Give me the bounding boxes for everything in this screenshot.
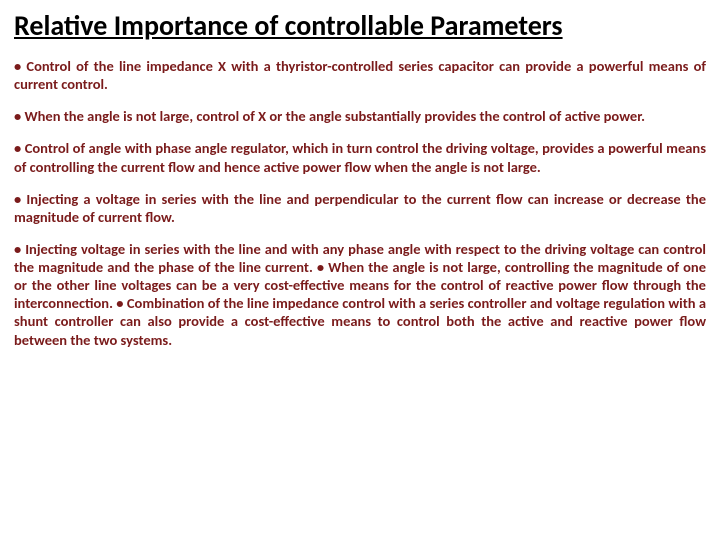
bullet-item: • Control of angle with phase angle regu… [14, 139, 706, 175]
bullet-item: • Injecting a voltage in series with the… [14, 190, 706, 226]
bullet-item: • Injecting voltage in series with the l… [14, 240, 706, 349]
bullet-item: • When the angle is not large, control o… [14, 107, 706, 125]
bullet-item: • Control of the line impedance X with a… [14, 57, 706, 93]
page-title: Relative Importance of controllable Para… [14, 8, 706, 43]
